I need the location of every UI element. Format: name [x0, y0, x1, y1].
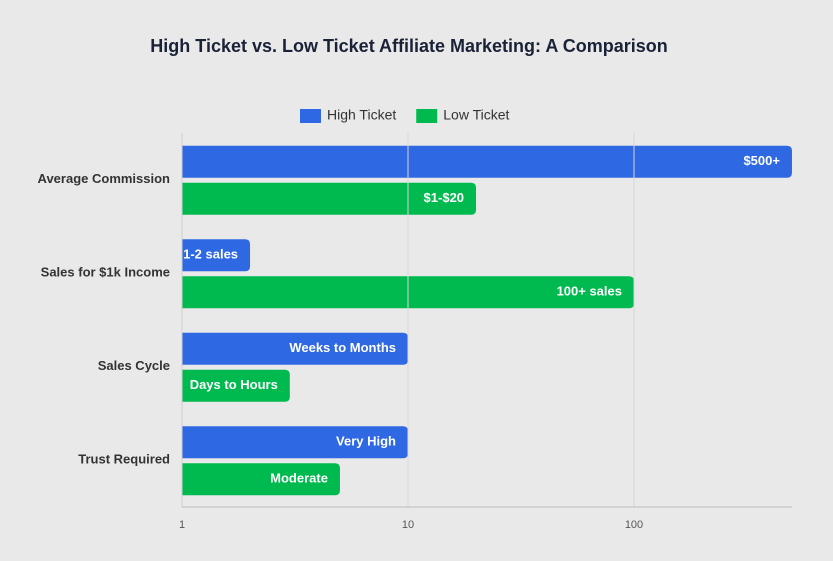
bar: [182, 239, 251, 272]
x-tick-label: 10: [402, 519, 414, 531]
value-label: Days to Hours: [190, 377, 278, 392]
value-label: Moderate: [270, 471, 328, 486]
y-tick-label: Sales Cycle: [98, 358, 170, 373]
x-tick-label: 100: [625, 519, 643, 531]
bar: [182, 426, 408, 459]
chart-title: High Ticket vs. Low Ticket Affiliate Mar…: [150, 36, 667, 56]
y-tick-label: Trust Required: [78, 452, 170, 467]
value-label: Very High: [336, 434, 396, 449]
bar: [182, 145, 792, 178]
y-tick-label: Average Commission: [38, 171, 171, 186]
legend-label: High Ticket: [327, 107, 396, 123]
bar: [182, 369, 290, 402]
value-label: $1-$20: [424, 190, 464, 205]
x-tick-label: 1: [179, 519, 185, 531]
value-label: 1-2 sales: [183, 247, 238, 262]
legend-label: Low Ticket: [443, 107, 509, 123]
value-label: $500+: [743, 153, 780, 168]
bar: [182, 182, 477, 215]
bar: [182, 332, 408, 365]
y-tick-label: Sales for $1k Income: [41, 265, 170, 280]
bar: [182, 463, 340, 496]
value-label: 100+ sales: [557, 284, 622, 299]
value-label: Weeks to Months: [289, 340, 396, 355]
legend-swatch: [416, 109, 438, 123]
plot-area: $500+ $1-$20 1-2 sales 100+ sales Weeks to M…: [182, 145, 792, 496]
legend-swatch: [300, 109, 321, 123]
